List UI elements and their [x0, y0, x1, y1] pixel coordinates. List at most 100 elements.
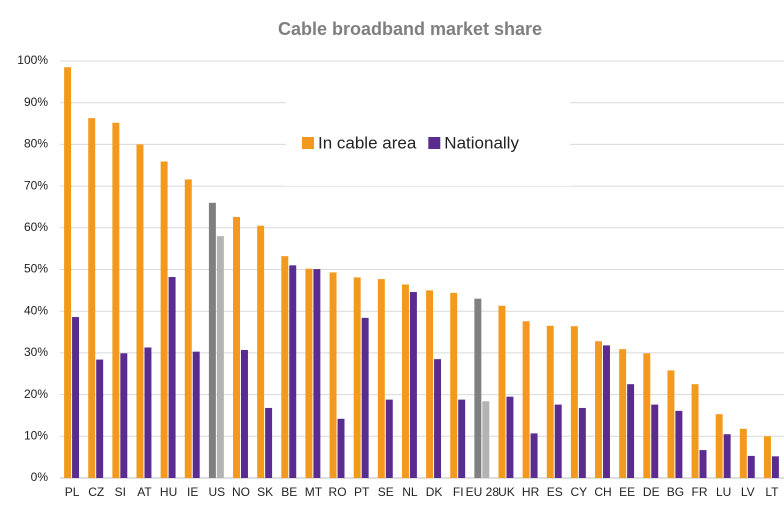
bar	[627, 384, 635, 478]
x-tick-label: HR	[522, 485, 540, 499]
x-tick-label: HU	[160, 485, 177, 499]
y-tick-label: 10%	[24, 428, 48, 442]
legend-swatch	[428, 137, 441, 149]
legend-swatch	[302, 137, 314, 149]
bar	[619, 349, 627, 478]
y-tick-label: 50%	[24, 262, 48, 276]
bar	[184, 179, 192, 479]
bar	[64, 67, 72, 478]
bar	[603, 345, 610, 478]
bar	[482, 401, 490, 478]
bar	[281, 256, 289, 478]
bar	[160, 161, 168, 478]
bar	[675, 410, 683, 478]
x-tick-label: AT	[137, 485, 152, 499]
bar	[385, 399, 393, 478]
bar	[651, 404, 659, 478]
y-tick-label: 60%	[24, 220, 48, 234]
bar	[289, 265, 297, 478]
bar	[715, 414, 723, 478]
bar	[434, 359, 442, 478]
bar	[216, 236, 224, 478]
bar	[305, 268, 313, 478]
bar	[763, 436, 771, 478]
bar	[192, 351, 200, 478]
x-tick-label: MT	[305, 485, 323, 499]
bar	[136, 144, 144, 478]
x-tick-label: NL	[402, 485, 418, 499]
bar	[72, 317, 80, 478]
y-tick-label: 40%	[24, 303, 48, 317]
x-tick-label: FI	[453, 485, 464, 499]
bar	[353, 277, 361, 478]
x-tick-label: CH	[594, 485, 611, 499]
bar	[120, 353, 128, 478]
bar	[241, 349, 248, 478]
y-tick-label: 100%	[17, 53, 48, 67]
x-tick-label: BG	[667, 485, 684, 499]
x-tick-label: EE	[619, 485, 635, 499]
bar	[506, 396, 514, 478]
bar	[409, 292, 417, 478]
y-tick-label: 0%	[31, 470, 49, 484]
y-tick-label: 70%	[24, 178, 48, 192]
x-tick-label: SI	[115, 485, 126, 499]
bar	[208, 202, 216, 478]
bar	[257, 225, 265, 478]
bar	[595, 341, 602, 478]
x-tick-label: US	[209, 485, 226, 499]
x-tick-label: BE	[281, 485, 297, 499]
bar	[426, 290, 434, 478]
x-tick-label: EU 28	[466, 485, 500, 499]
bar	[643, 353, 651, 478]
bar	[699, 450, 707, 478]
bar	[723, 434, 731, 478]
bar	[667, 370, 675, 478]
bar	[498, 305, 506, 478]
x-tick-label: DK	[426, 485, 443, 499]
chart-title: Cable broadband market share	[278, 19, 542, 39]
bar	[458, 399, 466, 478]
legend-label: Nationally	[444, 133, 519, 152]
bar	[313, 269, 321, 478]
bar	[546, 325, 554, 478]
bar	[144, 347, 152, 478]
bars	[64, 67, 779, 479]
legend: In cable area Nationally	[286, 100, 570, 186]
x-tick-label: LU	[716, 485, 731, 499]
bar	[112, 122, 120, 478]
x-tick-label: FR	[692, 485, 708, 499]
bar	[570, 326, 578, 478]
bar	[88, 118, 96, 478]
x-tick-label: PT	[354, 485, 370, 499]
bar	[450, 292, 458, 478]
bar	[691, 384, 699, 478]
x-tick-label: CZ	[88, 485, 104, 499]
bar	[747, 455, 755, 478]
bar	[233, 216, 240, 478]
bar	[578, 407, 586, 478]
bar	[361, 317, 369, 478]
bar	[96, 359, 104, 478]
x-tick-label: LT	[765, 485, 779, 499]
x-tick-label: ES	[547, 485, 563, 499]
bar	[771, 456, 779, 478]
x-tick-label: SK	[257, 485, 273, 499]
x-tick-label: LV	[741, 485, 755, 499]
legend-label: In cable area	[318, 133, 417, 152]
bar	[401, 284, 409, 478]
y-tick-label: 90%	[24, 95, 48, 109]
bar	[739, 428, 747, 478]
bar	[522, 321, 530, 478]
x-tick-label: RO	[329, 485, 347, 499]
bar	[554, 404, 562, 478]
legend-box	[286, 100, 570, 186]
x-tick-label: SE	[378, 485, 394, 499]
bar	[329, 272, 337, 478]
x-tick-label: UK	[498, 485, 515, 499]
bar	[377, 279, 385, 478]
x-tick-label: CY	[571, 485, 588, 499]
x-tick-label: PL	[65, 485, 80, 499]
y-tick-label: 20%	[24, 387, 48, 401]
